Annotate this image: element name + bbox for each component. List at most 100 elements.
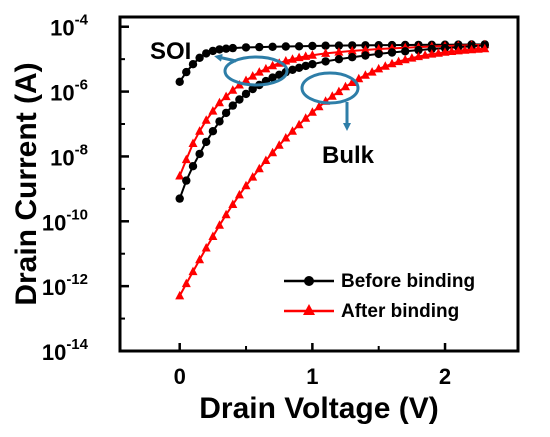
- data-point-triangle: [301, 51, 311, 60]
- data-point-triangle: [228, 85, 238, 94]
- legend-marker-circle: [304, 276, 314, 286]
- x-tick-label: 1: [306, 364, 318, 389]
- data-point-circle: [308, 41, 317, 51]
- data-point-circle: [235, 95, 244, 104]
- series-line: [178, 43, 485, 177]
- data-point-triangle: [208, 231, 218, 240]
- data-point-triangle: [188, 138, 198, 147]
- data-point-triangle: [261, 155, 271, 164]
- soi-label: SOI: [150, 38, 191, 65]
- bulk-annotation-ellipse: [300, 71, 360, 105]
- data-point-triangle: [321, 48, 331, 57]
- data-point-triangle: [440, 47, 450, 56]
- data-point-triangle: [228, 199, 238, 208]
- data-point-triangle: [195, 254, 205, 264]
- x-axis-title: Drain Voltage (V): [199, 392, 438, 425]
- data-point-triangle: [301, 113, 311, 122]
- data-point-triangle: [281, 56, 291, 65]
- data-point-circle: [241, 43, 251, 52]
- data-point-triangle: [473, 44, 483, 53]
- data-point-triangle: [208, 106, 218, 115]
- legend-entry-after-binding: After binding: [284, 301, 459, 322]
- data-point-triangle: [248, 71, 258, 80]
- series-line: [178, 47, 485, 297]
- data-point-circle: [228, 43, 237, 53]
- data-point-circle: [308, 59, 317, 69]
- data-point-triangle: [261, 63, 271, 73]
- data-point-circle: [427, 44, 436, 54]
- plot-axes: [118, 15, 520, 353]
- data-point-triangle: [294, 52, 304, 62]
- y-tick-label: 10-10: [42, 206, 88, 235]
- data-point-triangle: [248, 172, 258, 181]
- data-point-triangle: [288, 126, 297, 135]
- data-point-triangle: [188, 266, 198, 276]
- data-point-triangle: [354, 73, 364, 83]
- y-tick-label: 10-8: [50, 141, 88, 170]
- data-point-circle: [414, 45, 423, 55]
- legend: Before binding After binding: [284, 271, 475, 322]
- data-point-circle: [202, 137, 211, 147]
- data-point-triangle: [221, 209, 231, 219]
- legend-entry-before-binding: Before binding: [284, 271, 475, 292]
- data-point-circle: [208, 46, 218, 56]
- data-point-circle: [334, 55, 344, 64]
- data-point-triangle: [201, 115, 211, 124]
- data-point-triangle: [420, 50, 430, 59]
- data-point-circle: [361, 51, 370, 60]
- data-point-triangle: [334, 86, 344, 96]
- data-point-triangle: [347, 77, 357, 86]
- data-point-triangle: [274, 140, 284, 149]
- data-point-triangle: [314, 101, 324, 111]
- soi-annotation-ellipse: [223, 55, 289, 87]
- data-point-triangle: [241, 180, 251, 190]
- data-point-triangle: [175, 171, 185, 180]
- data-point-circle: [248, 84, 257, 94]
- data-point-circle: [294, 63, 304, 72]
- data-point-triangle: [387, 58, 397, 68]
- data-point-triangle: [268, 147, 278, 157]
- data-point-triangle: [407, 53, 417, 62]
- data-point-circle: [321, 57, 330, 66]
- data-point-circle: [334, 41, 344, 50]
- data-point-circle: [221, 44, 231, 53]
- y-tick-label: 10-4: [50, 12, 88, 41]
- axis-ticks: 0 1 2 10-4 10-6 10-8 10-10 10-12 10-14: [42, 12, 451, 389]
- data-point-circle: [387, 48, 397, 57]
- data-point-circle: [188, 162, 198, 171]
- y-tick-label: 10-6: [50, 77, 88, 106]
- data-point-triangle: [360, 70, 370, 79]
- data-point-triangle: [341, 81, 350, 91]
- series-bulk-before: [175, 41, 489, 203]
- data-series: [175, 39, 490, 300]
- data-point-triangle: [234, 189, 244, 199]
- data-point-circle: [255, 42, 264, 52]
- data-point-circle: [288, 65, 297, 75]
- data-point-triangle: [201, 243, 211, 252]
- data-point-circle: [348, 41, 357, 50]
- data-point-triangle: [215, 97, 224, 107]
- data-point-triangle: [281, 133, 291, 142]
- data-point-triangle: [380, 61, 390, 70]
- data-point-circle: [275, 70, 284, 80]
- data-point-circle: [202, 49, 211, 58]
- data-point-circle: [195, 149, 204, 159]
- plot-frame: [118, 15, 520, 353]
- annotations: SOI Bulk: [150, 38, 375, 169]
- data-point-triangle: [307, 50, 317, 59]
- data-point-triangle: [241, 75, 251, 84]
- x-tick-label: 2: [439, 364, 451, 389]
- data-point-triangle: [447, 46, 457, 55]
- data-point-circle: [281, 42, 290, 51]
- data-point-circle: [221, 108, 231, 118]
- data-point-triangle: [221, 91, 231, 101]
- data-point-triangle: [360, 45, 370, 54]
- data-point-triangle: [467, 44, 477, 54]
- data-point-triangle: [254, 163, 264, 173]
- data-point-triangle: [453, 45, 463, 55]
- data-point-triangle: [334, 47, 344, 56]
- data-point-circle: [348, 53, 357, 62]
- data-point-triangle: [195, 126, 205, 135]
- data-point-triangle: [414, 51, 423, 61]
